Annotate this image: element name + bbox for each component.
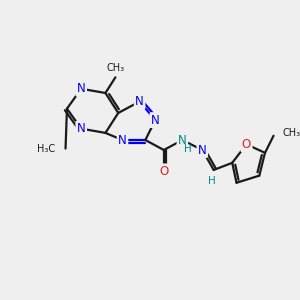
Text: N: N — [77, 82, 85, 95]
Text: H: H — [184, 144, 191, 154]
Text: H: H — [208, 176, 216, 186]
Text: N: N — [135, 95, 144, 108]
Text: CH₃: CH₃ — [282, 128, 300, 138]
Text: N: N — [77, 122, 85, 135]
Text: O: O — [159, 165, 169, 178]
Text: H₃C: H₃C — [38, 144, 56, 154]
Text: N: N — [151, 114, 160, 127]
Text: CH₃: CH₃ — [106, 63, 124, 73]
Text: N: N — [178, 134, 187, 146]
Text: N: N — [118, 134, 127, 146]
Text: O: O — [242, 138, 251, 151]
Text: N: N — [198, 143, 207, 157]
